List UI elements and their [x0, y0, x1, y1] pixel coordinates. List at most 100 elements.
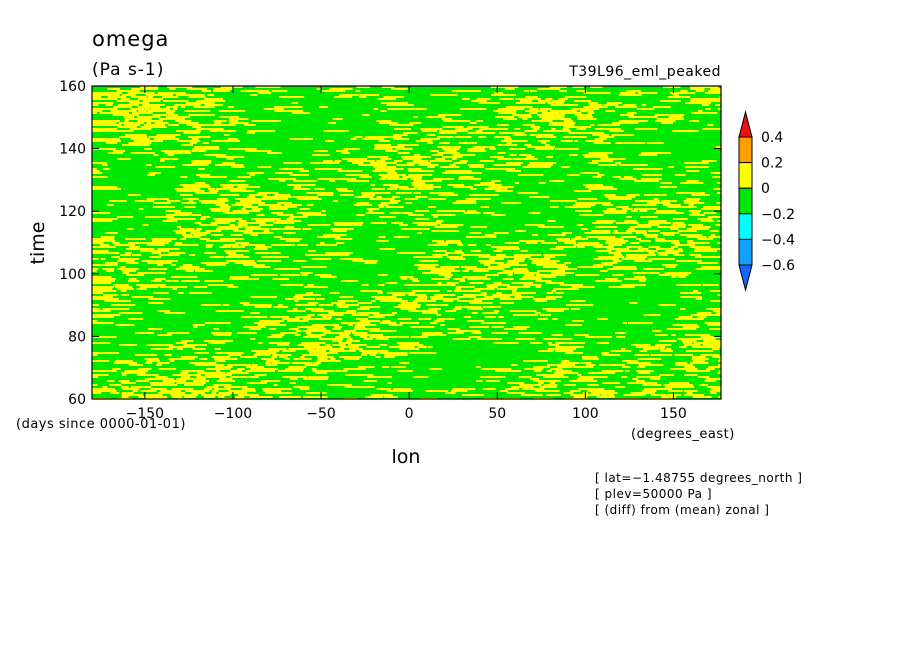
field-streak — [121, 372, 146, 374]
field-streak — [288, 328, 299, 330]
field-streak — [654, 120, 676, 122]
field-streak — [124, 370, 148, 372]
field-streak — [606, 248, 630, 250]
field-streak — [124, 252, 132, 254]
field-streak — [689, 120, 699, 122]
field-streak — [249, 396, 273, 398]
field-streak — [110, 304, 136, 306]
field-streak — [585, 186, 614, 188]
field-streak — [215, 204, 229, 206]
field-streak — [427, 346, 433, 348]
field-streak — [203, 396, 216, 398]
field-streak — [646, 142, 664, 144]
field-streak — [443, 300, 454, 302]
field-streak — [314, 150, 328, 152]
field-streak — [564, 206, 591, 208]
field-streak — [659, 374, 674, 376]
field-streak — [532, 234, 539, 236]
field-streak — [694, 248, 721, 250]
field-streak — [385, 206, 404, 208]
field-streak — [493, 164, 521, 166]
field-streak — [482, 306, 501, 308]
field-streak — [375, 338, 389, 340]
field-streak — [219, 206, 231, 208]
field-streak — [618, 94, 642, 96]
field-streak — [122, 272, 130, 274]
field-streak — [478, 260, 495, 262]
field-streak — [92, 310, 111, 312]
field-streak — [181, 202, 197, 204]
field-streak — [270, 212, 283, 214]
field-streak — [539, 314, 551, 316]
field-streak — [215, 220, 236, 222]
field-streak — [471, 100, 487, 102]
field-streak — [446, 282, 459, 284]
field-streak — [354, 326, 365, 328]
field-streak — [355, 324, 377, 326]
field-streak — [212, 390, 219, 392]
field-streak — [128, 142, 152, 144]
field-streak — [663, 86, 681, 88]
field-streak — [357, 302, 372, 304]
field-streak — [522, 276, 541, 278]
field-streak — [123, 124, 141, 126]
field-streak — [201, 394, 231, 396]
field-streak — [480, 182, 495, 184]
field-streak — [118, 122, 145, 124]
field-streak — [148, 268, 168, 270]
field-streak — [369, 162, 397, 164]
field-streak — [92, 92, 122, 94]
field-streak — [612, 232, 633, 234]
field-streak — [209, 208, 230, 210]
field-streak — [294, 300, 299, 302]
field-streak — [478, 102, 500, 104]
field-streak — [392, 134, 408, 136]
field-streak — [302, 330, 331, 332]
field-streak — [146, 244, 165, 246]
field-streak — [505, 388, 519, 390]
field-streak — [112, 242, 120, 244]
field-streak — [654, 212, 684, 214]
field-streak — [115, 324, 135, 326]
field-streak — [92, 104, 99, 106]
field-streak — [574, 190, 592, 192]
field-streak — [686, 370, 711, 372]
field-streak — [618, 164, 648, 166]
field-streak — [274, 236, 282, 238]
field-streak — [118, 380, 130, 382]
field-streak — [517, 174, 544, 176]
field-streak — [492, 294, 522, 296]
field-streak — [201, 202, 225, 204]
field-streak — [168, 358, 195, 360]
field-streak — [92, 140, 121, 142]
field-streak — [311, 310, 335, 312]
field-streak — [334, 238, 353, 240]
field-streak — [363, 380, 377, 382]
field-streak — [181, 370, 205, 372]
field-streak — [164, 152, 191, 154]
field-streak — [507, 382, 525, 384]
field-streak — [700, 336, 721, 338]
field-streak — [199, 238, 210, 240]
field-streak — [562, 136, 587, 138]
field-streak — [394, 160, 403, 162]
field-streak — [514, 296, 534, 298]
field-streak — [138, 368, 152, 370]
field-streak — [314, 168, 342, 170]
field-streak — [219, 378, 233, 380]
field-streak — [493, 342, 519, 344]
field-streak — [445, 310, 457, 312]
field-streak — [642, 174, 662, 176]
field-streak — [140, 390, 157, 392]
field-streak — [369, 198, 395, 200]
field-streak — [684, 334, 711, 336]
field-streak — [179, 194, 193, 196]
field-streak — [332, 328, 341, 330]
field-streak — [185, 102, 215, 104]
field-streak — [588, 372, 616, 374]
field-streak — [369, 330, 397, 332]
field-streak — [529, 112, 538, 114]
field-streak — [92, 138, 120, 140]
field-streak — [657, 252, 679, 254]
field-streak — [537, 140, 551, 142]
